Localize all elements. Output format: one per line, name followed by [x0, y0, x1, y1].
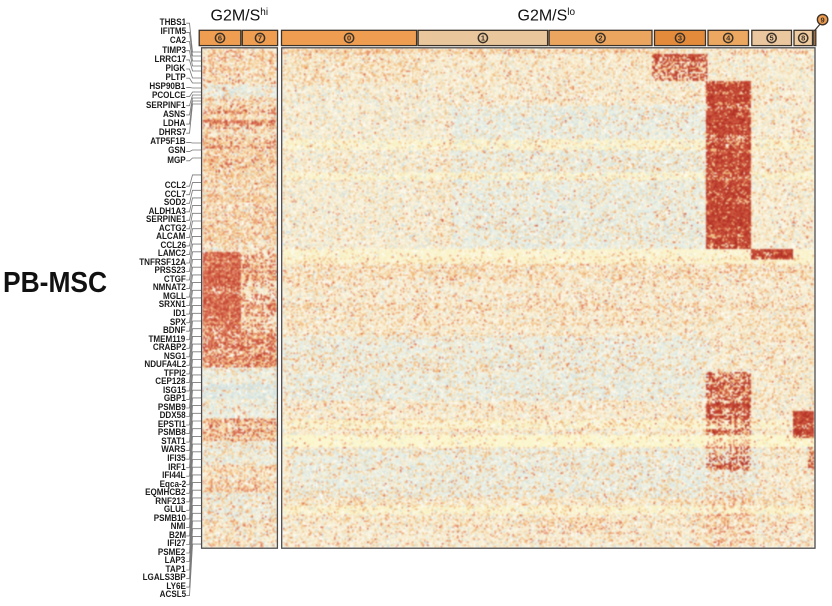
svg-text:7: 7 — [258, 34, 262, 43]
svg-text:4: 4 — [726, 34, 731, 43]
svg-text:0: 0 — [347, 34, 351, 43]
svg-text:3: 3 — [678, 34, 682, 43]
svg-text:1: 1 — [481, 34, 485, 43]
svg-text:9: 9 — [821, 15, 825, 24]
svg-text:8: 8 — [801, 34, 805, 43]
svg-text:2: 2 — [598, 34, 602, 43]
svg-text:6: 6 — [218, 34, 222, 43]
svg-text:5: 5 — [770, 34, 774, 43]
